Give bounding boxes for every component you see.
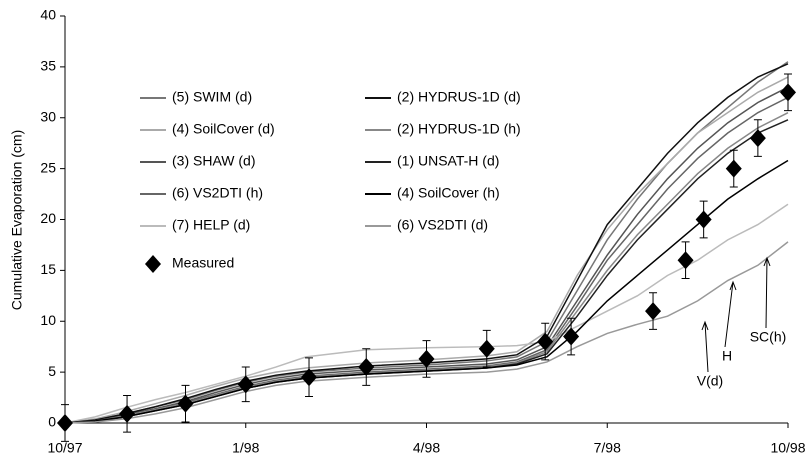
measured-point (237, 375, 254, 394)
measured-point (119, 404, 136, 423)
measured-point (677, 251, 694, 270)
series-line (64, 76, 789, 424)
series-line (64, 111, 789, 424)
measured-point (57, 414, 73, 432)
y-tick-label: 25 (40, 159, 56, 175)
legend-label: (3) SHAW (d) (172, 153, 255, 169)
y-axis-label: Cumulative Evaporation (cm) (9, 130, 25, 311)
x-tick-label: 1/98 (232, 440, 259, 456)
annotation: H (722, 348, 732, 364)
measured-point (177, 394, 194, 413)
legend-label: (1) UNSAT-H (d) (397, 153, 499, 169)
x-tick-label: 10/98 (770, 440, 805, 456)
y-tick-label: 15 (40, 261, 56, 277)
measured-point (563, 327, 580, 346)
annotation: V(d) (697, 373, 723, 389)
measured-point (537, 332, 554, 351)
legend-label: (2) HYDRUS-1D (d) (397, 89, 521, 105)
measured-point (358, 358, 375, 377)
series-line (64, 159, 789, 424)
measured-point (301, 368, 318, 387)
legend-label: Measured (172, 255, 234, 271)
series-line (64, 63, 789, 424)
y-tick-label: 35 (40, 58, 56, 74)
y-tick-label: 20 (40, 210, 56, 226)
y-tick-label: 5 (48, 363, 56, 379)
y-tick-label: 40 (40, 7, 56, 23)
y-tick-label: 30 (40, 108, 56, 124)
x-tick-label: 10/97 (47, 440, 82, 456)
series-line (64, 203, 789, 424)
legend-label: (5) SWIM (d) (172, 89, 252, 105)
legend-label: (6) VS2DTI (h) (172, 185, 263, 201)
legend-label: (2) HYDRUS-1D (h) (397, 121, 521, 137)
y-tick-label: 10 (40, 312, 56, 328)
series-line (64, 86, 789, 424)
x-tick-label: 7/98 (594, 440, 621, 456)
measured-point (695, 210, 712, 229)
measured-point (478, 339, 495, 358)
legend-swatch (145, 255, 161, 273)
measured-point (749, 129, 766, 148)
legend-label: (4) SoilCover (d) (172, 121, 275, 137)
annotation-arrow (763, 256, 771, 329)
measured-point (418, 349, 435, 368)
y-tick-label: 0 (48, 414, 56, 430)
annotation-arrow (701, 320, 709, 373)
legend-label: (6) VS2DTI (d) (397, 217, 488, 233)
measured-point (725, 159, 742, 178)
measured-point (645, 302, 662, 321)
annotation-arrow (724, 280, 737, 348)
x-tick-label: 4/98 (413, 440, 440, 456)
legend-label: (7) HELP (d) (172, 217, 250, 233)
series-line (64, 241, 789, 424)
legend-label: (4) SoilCover (h) (397, 185, 500, 201)
measured-point (780, 83, 796, 102)
annotation: SC(h) (750, 329, 787, 345)
